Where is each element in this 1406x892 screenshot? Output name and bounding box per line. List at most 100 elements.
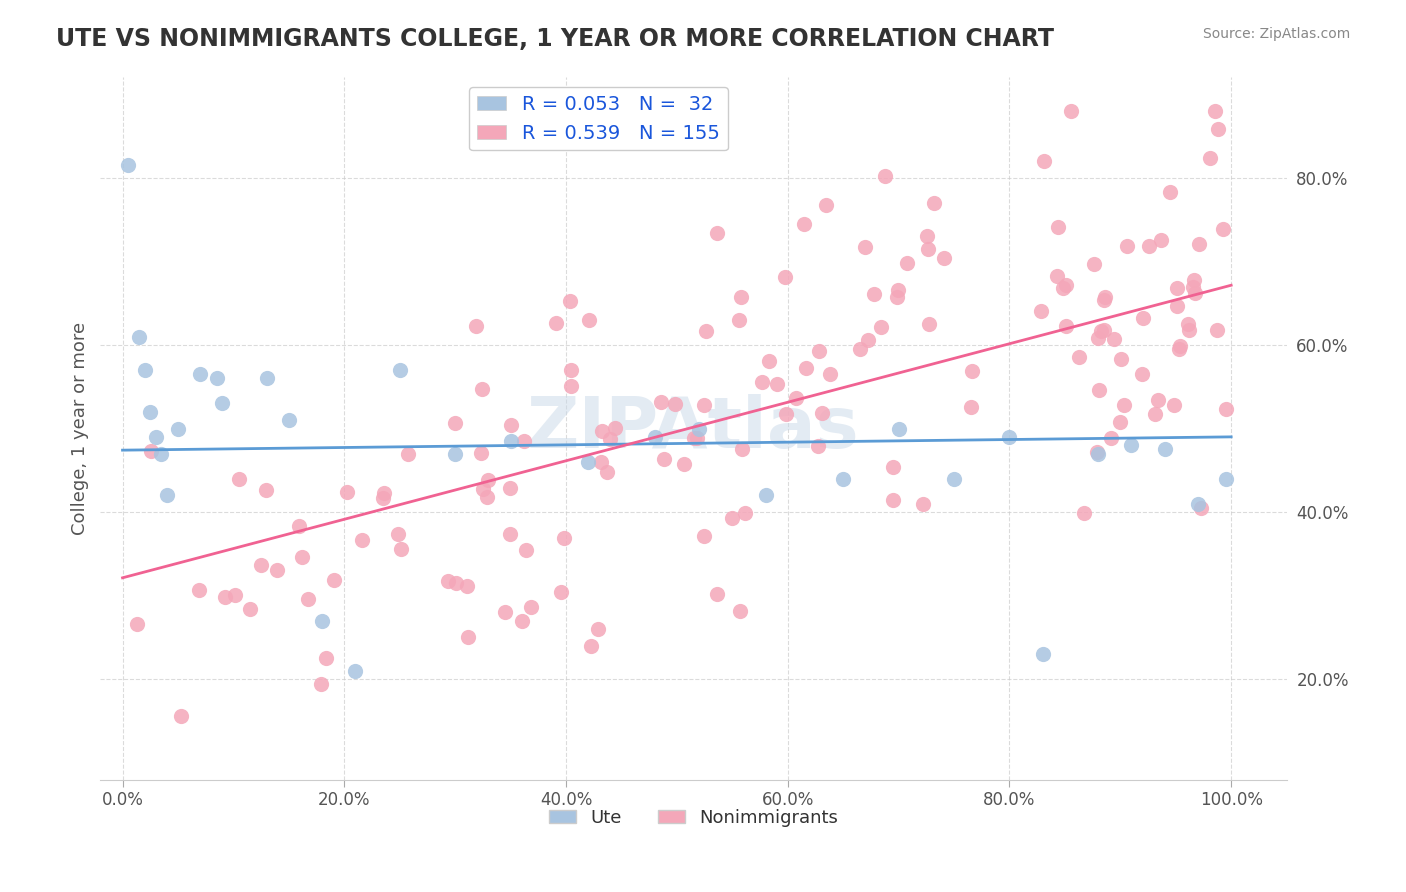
- Point: [1092, 323, 1115, 337]
- Point: [1116, 239, 1139, 253]
- Point: [1187, 497, 1209, 511]
- Point: [730, 290, 752, 304]
- Point: [1168, 339, 1191, 353]
- Point: [1112, 398, 1135, 412]
- Point: [811, 406, 834, 420]
- Point: [650, 395, 672, 409]
- Point: [858, 333, 880, 347]
- Point: [515, 542, 537, 557]
- Point: [1073, 506, 1095, 520]
- Point: [706, 587, 728, 601]
- Point: [117, 158, 139, 172]
- Point: [960, 364, 983, 378]
- Point: [188, 367, 211, 381]
- Point: [1204, 103, 1226, 118]
- Point: [1109, 415, 1132, 429]
- Point: [1032, 154, 1054, 169]
- Point: [1047, 219, 1070, 234]
- Point: [256, 371, 278, 385]
- Point: [832, 472, 855, 486]
- Point: [932, 252, 955, 266]
- Legend: Ute, Nonimmigrants: Ute, Nonimmigrants: [541, 801, 845, 834]
- Point: [1182, 280, 1205, 294]
- Point: [917, 243, 939, 257]
- Point: [1102, 332, 1125, 346]
- Point: [595, 465, 617, 479]
- Point: [1092, 293, 1115, 307]
- Point: [693, 528, 716, 542]
- Point: [688, 421, 710, 435]
- Point: [470, 446, 492, 460]
- Point: [1121, 438, 1143, 452]
- Point: [1094, 290, 1116, 304]
- Point: [499, 418, 522, 433]
- Point: [499, 481, 522, 495]
- Point: [695, 324, 717, 338]
- Point: [550, 585, 572, 599]
- Point: [145, 430, 167, 444]
- Point: [1087, 447, 1109, 461]
- Point: [156, 488, 179, 502]
- Point: [494, 605, 516, 619]
- Point: [387, 527, 409, 541]
- Point: [315, 651, 337, 665]
- Point: [1166, 299, 1188, 313]
- Point: [1189, 501, 1212, 516]
- Point: [465, 318, 488, 333]
- Point: [731, 442, 754, 456]
- Point: [291, 549, 314, 564]
- Point: [603, 421, 626, 435]
- Point: [443, 417, 465, 431]
- Point: [311, 614, 333, 628]
- Point: [1163, 398, 1185, 412]
- Point: [734, 506, 756, 520]
- Point: [373, 486, 395, 500]
- Point: [875, 169, 897, 183]
- Point: [322, 574, 344, 588]
- Point: [170, 709, 193, 723]
- Point: [815, 198, 838, 212]
- Point: [863, 287, 886, 301]
- Point: [853, 240, 876, 254]
- Point: [350, 533, 373, 548]
- Point: [848, 343, 870, 357]
- Point: [1087, 331, 1109, 345]
- Point: [1060, 103, 1083, 118]
- Point: [475, 490, 498, 504]
- Point: [125, 616, 148, 631]
- Text: Source: ZipAtlas.com: Source: ZipAtlas.com: [1202, 27, 1350, 41]
- Point: [471, 382, 494, 396]
- Point: [1205, 323, 1227, 337]
- Point: [134, 363, 156, 377]
- Point: [721, 510, 744, 524]
- Point: [457, 630, 479, 644]
- Point: [775, 407, 797, 421]
- Text: UTE VS NONIMMIGRANTS COLLEGE, 1 YEAR OR MORE CORRELATION CHART: UTE VS NONIMMIGRANTS COLLEGE, 1 YEAR OR …: [56, 27, 1054, 51]
- Point: [228, 472, 250, 486]
- Point: [1215, 472, 1237, 486]
- Point: [1088, 383, 1111, 397]
- Point: [727, 313, 749, 327]
- Point: [915, 229, 938, 244]
- Point: [1054, 318, 1077, 333]
- Point: [591, 424, 613, 438]
- Point: [773, 270, 796, 285]
- Point: [1132, 310, 1154, 325]
- Point: [1046, 269, 1069, 284]
- Point: [1212, 221, 1234, 235]
- Point: [477, 473, 499, 487]
- Point: [1150, 233, 1173, 247]
- Point: [882, 492, 904, 507]
- Point: [682, 431, 704, 445]
- Point: [581, 640, 603, 654]
- Point: [456, 579, 478, 593]
- Point: [167, 421, 190, 435]
- Point: [1130, 368, 1153, 382]
- Point: [436, 574, 458, 589]
- Point: [1085, 445, 1108, 459]
- Point: [818, 367, 841, 381]
- Text: ZIPAtlas: ZIPAtlas: [527, 394, 860, 463]
- Point: [211, 396, 233, 410]
- Point: [1208, 121, 1230, 136]
- Point: [887, 283, 910, 297]
